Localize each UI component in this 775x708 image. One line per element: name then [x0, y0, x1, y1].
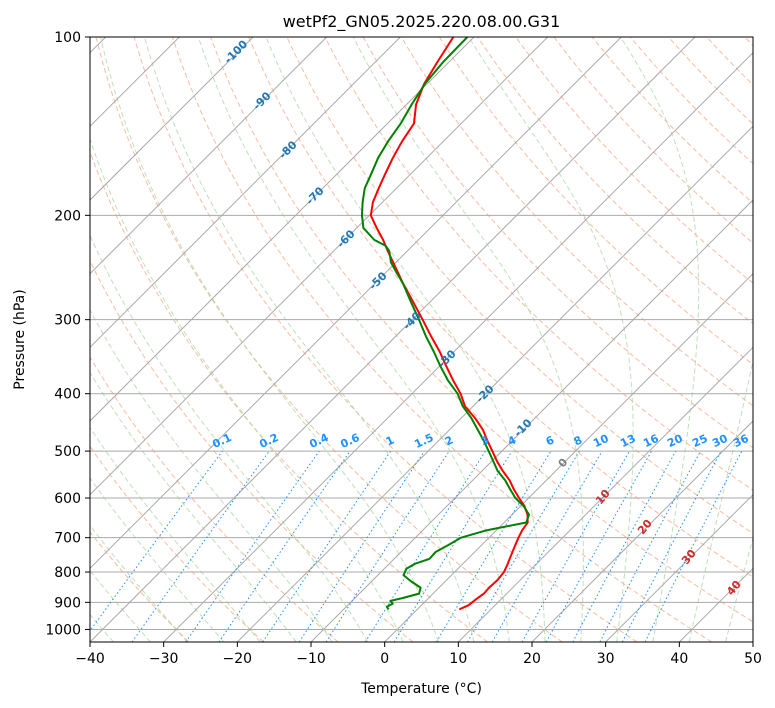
- dry-adiabat-line: [400, 37, 753, 407]
- isotherm-gridline: [90, 37, 401, 349]
- dewpoint-profile-line: [360, 37, 530, 610]
- mixing-ratio-line: [262, 450, 392, 642]
- dry-adiabat-line: [210, 37, 753, 623]
- isotherm-gridline: [163, 51, 753, 642]
- moist-adiabat-line: [90, 426, 261, 642]
- isotherm-gridline: [531, 420, 753, 642]
- dry-adiabat-line: [90, 150, 488, 642]
- x-tick-label: −10: [296, 651, 326, 667]
- x-tick-label: −20: [223, 651, 253, 667]
- mixing-ratio-label: 10: [591, 432, 611, 450]
- x-tick-label: 50: [744, 651, 762, 667]
- mixing-ratio-label: 30: [710, 432, 730, 450]
- y-tick-label: 400: [54, 387, 81, 403]
- moist-adiabat-line: [352, 37, 584, 642]
- mixing-ratio-label: 20: [665, 432, 685, 450]
- mixing-ratio-label: 16: [641, 432, 661, 450]
- mixing-ratio-line: [218, 450, 351, 642]
- mixing-ratio-label: 36: [731, 432, 751, 450]
- moist-adiabat-line: [90, 137, 404, 642]
- x-tick-label: 30: [597, 651, 615, 667]
- moist-adiabat-line: [90, 234, 369, 642]
- mixing-ratio-line: [298, 450, 425, 642]
- plot-area: [90, 37, 753, 642]
- x-tick-label: 40: [670, 651, 688, 667]
- dry-adiabat-line: [439, 37, 753, 366]
- dry-adiabat-line: [133, 37, 638, 642]
- moist-adiabat-line: [90, 477, 225, 642]
- temperature-profile-line: [369, 37, 529, 611]
- mixing-ratio-line: [90, 450, 223, 632]
- isotherm-gridline: [457, 346, 753, 642]
- isotherm-gridline: [90, 37, 254, 201]
- mixing-ratio-line: [131, 450, 270, 642]
- y-tick-label: 500: [54, 444, 81, 460]
- mixing-ratio-line: [644, 450, 743, 642]
- moist-adiabat-line: [144, 37, 475, 642]
- mixing-ratio-label: 13: [618, 432, 637, 450]
- moist-adiabat-line: [620, 37, 700, 642]
- isotherm-gridline: [236, 125, 753, 642]
- isotherm-gridline: [384, 272, 753, 642]
- isotherm-gridline: [90, 37, 622, 570]
- y-tick-label: 600: [54, 491, 81, 507]
- x-tick-label: −30: [149, 651, 179, 667]
- x-axis-label: Temperature (°C): [360, 681, 482, 697]
- isotherm-gridline: [310, 199, 753, 642]
- background-lines: [90, 37, 753, 642]
- y-tick-label: 300: [54, 313, 81, 329]
- y-tick-label: 700: [54, 531, 81, 547]
- y-tick-label: 100: [54, 30, 81, 46]
- moist-adiabat-line: [688, 358, 753, 642]
- isotherm-gridline: [90, 37, 475, 422]
- mixing-ratio-line: [521, 450, 630, 642]
- x-tick-label: −40: [75, 651, 105, 667]
- isotherm-gridline: [90, 37, 549, 496]
- mixing-ratio-line: [572, 450, 677, 642]
- axes: −40 −30 −20 −10 0 10 20 30 40 50 100 200 300 400 500 60…: [45, 30, 762, 667]
- dry-adiabat-line: [171, 37, 712, 642]
- dry-adiabat-line: [248, 37, 753, 578]
- y-tick-label: 900: [54, 595, 81, 611]
- dry-adiabat-line: [90, 531, 190, 642]
- plot-frame: [89, 36, 754, 643]
- moist-adiabat-line: [197, 37, 510, 642]
- x-tick-label: 20: [523, 651, 541, 667]
- x-tick-label: 10: [449, 651, 467, 667]
- y-tick-label: 800: [54, 565, 81, 581]
- chart-title: wetPf2_GN05.2025.220.08.00.G31: [283, 12, 561, 32]
- mixing-ratio-line: [393, 450, 513, 642]
- dry-adiabat-line: [90, 356, 339, 642]
- mixing-ratio-line: [325, 450, 450, 642]
- isotherm-gridline: [605, 493, 753, 642]
- mixing-ratio-label: 25: [690, 432, 709, 450]
- dry-adiabat-line: [515, 37, 753, 284]
- moist-adiabat-line: [265, 37, 546, 642]
- y-tick-label: 200: [54, 208, 81, 224]
- moist-adiabat-line: [725, 536, 753, 642]
- moist-adiabat-line: [100, 37, 439, 642]
- dry-adiabat-line: [90, 445, 264, 642]
- mixing-ratio-line: [185, 450, 320, 642]
- isotherm-gridline: [90, 37, 328, 275]
- x-tick-label: 0: [380, 651, 389, 667]
- profile-series: [360, 37, 530, 611]
- dry-adiabat-line: [324, 37, 753, 491]
- dry-adiabat-line: [95, 37, 563, 642]
- isotherm-gridline: [90, 37, 696, 642]
- y-tick-label: 1000: [45, 622, 81, 638]
- moist-adiabat-line: [90, 308, 333, 642]
- y-axis-label: Pressure (hPa): [12, 289, 28, 389]
- mixing-ratio-line: [545, 450, 653, 642]
